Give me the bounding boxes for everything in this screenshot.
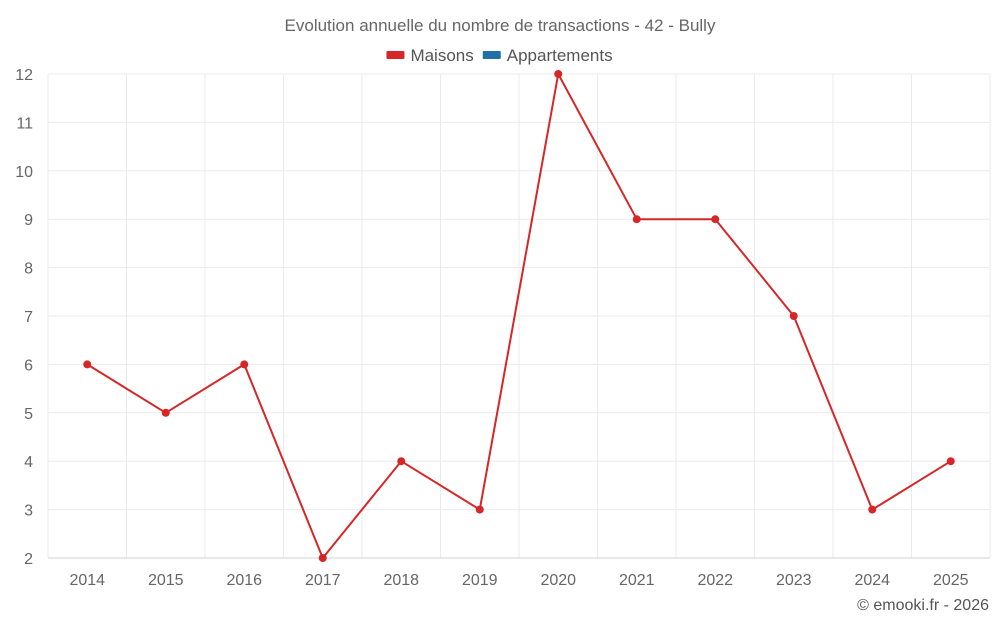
data-point[interactable] (554, 70, 563, 78)
x-tick-label: 2017 (305, 572, 341, 589)
y-tick-label: 10 (15, 164, 33, 181)
y-axis-ticks: 2 3 4 5 6 7 8 9 10 11 12 (15, 67, 33, 568)
data-point[interactable] (318, 554, 327, 562)
data-point[interactable] (240, 360, 249, 369)
x-tick-label: 2024 (854, 572, 890, 589)
legend-label-maisons[interactable]: Maisons (410, 46, 473, 65)
x-tick-label: 2016 (226, 572, 262, 589)
legend-swatch-appartements[interactable] (482, 51, 501, 59)
credit-text: © emooki.fr - 2026 (857, 597, 989, 614)
x-tick-label: 2019 (462, 572, 498, 589)
x-tick-label: 2025 (933, 572, 969, 589)
data-point[interactable] (789, 312, 798, 320)
y-tick-label: 12 (15, 67, 33, 84)
y-tick-label: 4 (24, 454, 33, 471)
data-point[interactable] (397, 457, 406, 466)
y-tick-label: 8 (24, 261, 33, 278)
data-point[interactable] (868, 505, 877, 514)
data-point[interactable] (946, 457, 955, 466)
y-tick-label: 7 (24, 309, 33, 326)
data-point[interactable] (161, 408, 170, 417)
legend: Maisons Appartements (386, 46, 613, 65)
x-gridlines (47, 74, 991, 558)
x-tick-label: 2023 (776, 572, 812, 589)
data-point[interactable] (83, 360, 92, 369)
x-tick-label: 2018 (383, 572, 419, 589)
x-tick-label: 2021 (619, 572, 655, 589)
x-tick-label: 2020 (540, 572, 576, 589)
x-axis-ticks: 2014 2015 2016 2017 2018 2019 2020 2021 2022 2023… (69, 572, 968, 589)
legend-label-appartements[interactable]: Appartements (507, 46, 613, 65)
x-tick-label: 2014 (69, 572, 105, 589)
y-tick-label: 5 (24, 406, 33, 423)
y-tick-label: 9 (24, 212, 33, 229)
data-point[interactable] (632, 215, 641, 224)
data-point[interactable] (475, 505, 484, 514)
series-layer (83, 70, 955, 562)
y-tick-label: 11 (16, 115, 33, 132)
series-line-maisons (86, 73, 952, 559)
y-tick-label: 6 (24, 357, 33, 374)
x-tick-label: 2022 (697, 572, 733, 589)
y-tick-label: 2 (24, 551, 33, 568)
x-tick-label: 2015 (148, 572, 184, 589)
y-tick-label: 3 (24, 503, 33, 520)
legend-swatch-maisons[interactable] (386, 51, 405, 59)
data-point[interactable] (711, 215, 720, 224)
chart-title: Evolution annuelle du nombre de transact… (285, 16, 716, 35)
